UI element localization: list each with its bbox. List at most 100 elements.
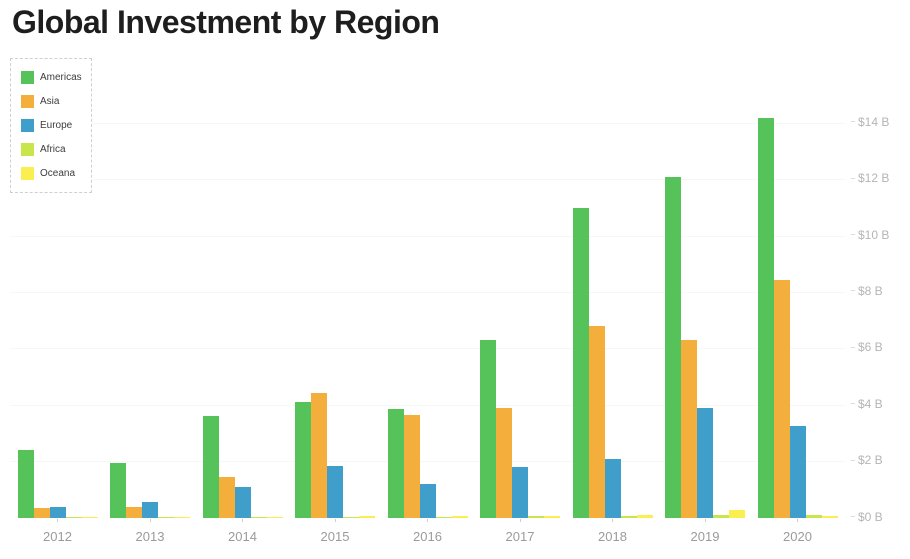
bar-oceana-2018 xyxy=(636,514,653,518)
bar-africa-2018 xyxy=(620,516,637,518)
bar-americas-2017 xyxy=(480,340,496,518)
y-axis-label-10b: $10 B xyxy=(851,228,889,242)
bar-oceana-2020 xyxy=(821,515,838,518)
gridline xyxy=(10,179,845,181)
x-axis-tick xyxy=(149,519,151,522)
bar-africa-2019 xyxy=(713,514,729,518)
bar-oceana-2017 xyxy=(544,515,560,518)
bar-africa-2017 xyxy=(528,516,544,518)
bar-africa-2014 xyxy=(250,517,267,518)
y-axis-tick xyxy=(851,121,855,123)
y-axis-tick xyxy=(851,403,855,405)
y-axis-label-8b: $8 B xyxy=(851,284,883,298)
legend-label: Africa xyxy=(40,143,66,155)
bar-asia-2017 xyxy=(496,408,512,518)
x-axis-label-2014: 2014 xyxy=(228,529,257,544)
y-axis-label-text: $0 B xyxy=(858,509,883,524)
bar-europe-2012 xyxy=(49,506,66,518)
x-axis-tick xyxy=(612,519,613,522)
legend-item-oceana: Oceana xyxy=(11,161,91,185)
y-axis-label-text: $12 B xyxy=(858,171,890,186)
legend-swatch-oceana xyxy=(21,166,34,180)
bar-asia-2016 xyxy=(403,415,420,518)
legend-label: Americas xyxy=(40,71,82,83)
legend-swatch-europe xyxy=(21,118,34,132)
gridline xyxy=(10,461,845,463)
y-axis-tick xyxy=(851,459,855,461)
y-axis-label-text: $10 B xyxy=(858,227,890,242)
bar-europe-2017 xyxy=(512,467,528,518)
y-axis-label-2b: $2 B xyxy=(851,453,883,467)
x-axis-tick xyxy=(334,519,336,522)
y-axis-tick xyxy=(851,290,855,292)
bar-asia-2020 xyxy=(773,279,790,518)
x-axis-tick xyxy=(242,519,243,522)
legend-item-americas: Americas xyxy=(11,65,91,89)
x-axis-label-2015: 2015 xyxy=(320,529,350,544)
bar-americas-2020 xyxy=(757,117,774,518)
x-axis-label-2018: 2018 xyxy=(598,529,627,544)
bar-americas-2018 xyxy=(572,207,589,518)
bar-asia-2015 xyxy=(311,392,327,518)
bar-europe-2014 xyxy=(234,486,251,518)
x-axis-label-2016: 2016 xyxy=(413,529,442,544)
bar-americas-2019 xyxy=(665,176,681,518)
y-axis-tick xyxy=(851,177,855,179)
bar-asia-2019 xyxy=(681,340,697,518)
y-axis-label-text: $8 B xyxy=(858,283,883,298)
bar-asia-2018 xyxy=(588,326,605,518)
gridline xyxy=(10,291,845,293)
x-axis-label-2020: 2020 xyxy=(783,529,812,544)
bar-europe-2015 xyxy=(327,465,343,518)
x-axis-label-2012: 2012 xyxy=(43,529,72,544)
legend-item-africa: Africa xyxy=(11,137,91,161)
x-axis-tick xyxy=(797,519,798,522)
gridline xyxy=(10,404,845,406)
legend-item-europe: Europe xyxy=(11,113,91,137)
y-axis-tick xyxy=(851,346,855,348)
legend-label: Oceana xyxy=(40,167,76,179)
bar-oceana-2015 xyxy=(359,516,375,518)
bar-africa-2016 xyxy=(435,516,452,518)
bar-oceana-2012 xyxy=(81,517,98,518)
bar-americas-2013 xyxy=(110,463,126,518)
legend: Americas Asia Europe Africa Oceana xyxy=(10,58,92,193)
bar-europe-2019 xyxy=(697,408,713,518)
x-axis-label-2019: 2019 xyxy=(690,529,720,544)
bar-asia-2014 xyxy=(218,477,235,518)
bar-oceana-2013 xyxy=(174,517,190,518)
legend-label: Europe xyxy=(40,119,73,131)
gridline xyxy=(10,235,845,237)
page-title: Global Investment by Region xyxy=(12,4,440,40)
bar-americas-2015 xyxy=(295,402,311,518)
y-axis-label-4b: $4 B xyxy=(851,397,883,411)
x-axis-tick xyxy=(57,519,58,522)
bar-oceana-2014 xyxy=(266,517,283,518)
bar-africa-2012 xyxy=(65,517,82,518)
bar-africa-2013 xyxy=(158,516,174,518)
bar-americas-2016 xyxy=(387,409,404,518)
x-axis-tick xyxy=(519,519,521,522)
y-axis-label-6b: $6 B xyxy=(851,340,883,354)
x-axis-label-2013: 2013 xyxy=(135,529,165,544)
y-axis-label-text: $2 B xyxy=(858,453,883,468)
y-axis-label-14b: $14 B xyxy=(851,115,889,129)
bar-asia-2012 xyxy=(33,508,50,518)
bar-europe-2013 xyxy=(142,502,158,518)
bar-asia-2013 xyxy=(126,506,142,518)
gridline xyxy=(10,348,845,350)
bar-americas-2014 xyxy=(202,416,219,518)
bar-africa-2015 xyxy=(343,516,359,518)
legend-item-asia: Asia xyxy=(11,89,91,113)
gridline xyxy=(10,122,845,124)
y-axis-label-text: $6 B xyxy=(858,340,883,355)
x-axis-tick xyxy=(704,519,706,522)
y-axis-label-text: $4 B xyxy=(858,396,883,411)
bar-oceana-2016 xyxy=(451,516,468,518)
x-axis-label-2017: 2017 xyxy=(505,529,535,544)
y-axis-tick xyxy=(851,234,855,235)
legend-label: Asia xyxy=(40,95,60,107)
y-axis-label-12b: $12 B xyxy=(851,171,889,185)
